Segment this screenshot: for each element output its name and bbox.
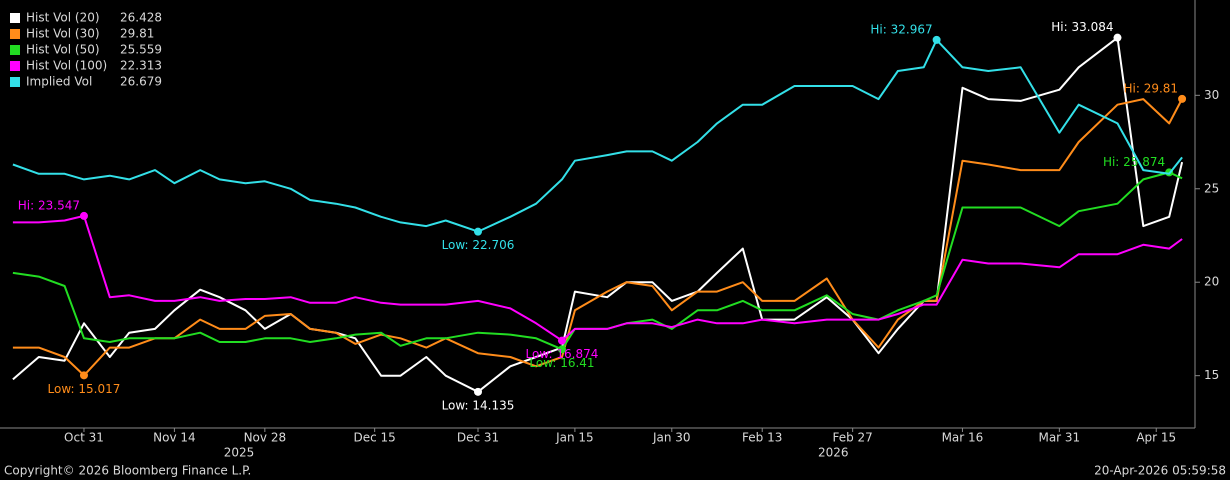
x-tick-label: Dec 31 [457, 431, 499, 445]
legend-name: Hist Vol (30) [26, 27, 100, 41]
legend-value: 26.679 [120, 75, 162, 89]
extreme-marker [557, 336, 566, 345]
legend-value: 22.313 [120, 59, 162, 73]
footer-right: 20-Apr-2026 05:59:58 [1094, 464, 1226, 478]
x-tick-label: Mar 16 [942, 431, 984, 445]
legend-swatch [10, 61, 20, 71]
x-tick-label: Apr 15 [1136, 431, 1176, 445]
x-tick-label: Feb 27 [832, 431, 872, 445]
extreme-label: Hi: 29.81 [1124, 81, 1179, 95]
legend-value: 25.559 [120, 43, 162, 57]
x-tick-label: Mar 31 [1038, 431, 1080, 445]
legend-swatch [10, 13, 20, 23]
extreme-marker [79, 211, 88, 220]
legend-name: Implied Vol [26, 75, 92, 89]
y-tick-label: 30 [1204, 88, 1219, 102]
legend-swatch [10, 77, 20, 87]
x-tick-label: Feb 13 [742, 431, 782, 445]
extreme-marker [1178, 94, 1187, 103]
x-year-label: 2026 [818, 446, 849, 460]
series-line [12, 38, 1183, 233]
extreme-label: Hi: 23.547 [18, 198, 80, 212]
extreme-label: Hi: 32.967 [870, 22, 932, 36]
extreme-label: Low: 22.706 [442, 238, 515, 252]
extreme-label: Hi: 25.874 [1103, 155, 1165, 169]
extreme-marker [1113, 33, 1122, 42]
series-line [12, 98, 1183, 377]
extreme-marker [474, 387, 482, 396]
extreme-label: Low: 16.41 [529, 356, 594, 370]
x-tick-label: Jan 30 [652, 431, 691, 445]
legend-box [2, 6, 164, 92]
footer-left: Copyright© 2026 Bloomberg Finance L.P. [4, 464, 251, 478]
extreme-label: Low: 15.017 [48, 382, 121, 396]
x-tick-label: Oct 31 [64, 431, 104, 445]
x-tick-label: Nov 28 [244, 431, 287, 445]
extreme-marker [557, 345, 566, 354]
extreme-label: Hi: 33.084 [1051, 20, 1113, 34]
x-year-label: 2025 [224, 446, 255, 460]
x-tick-label: Jan 15 [555, 431, 594, 445]
legend-name: Hist Vol (50) [26, 43, 100, 57]
legend-value: 26.428 [120, 11, 162, 25]
legend-name: Hist Vol (20) [26, 11, 100, 25]
extreme-marker [79, 371, 88, 380]
x-tick-label: Dec 15 [353, 431, 395, 445]
legend-swatch [10, 29, 20, 39]
legend-value: 29.81 [120, 27, 154, 41]
y-tick-label: 20 [1204, 275, 1219, 289]
x-tick-label: Nov 14 [153, 431, 196, 445]
legend-swatch [10, 45, 20, 55]
extreme-label: Low: 16.874 [526, 347, 599, 361]
extreme-marker [932, 35, 941, 44]
series-line [12, 214, 1183, 342]
y-tick-label: 15 [1204, 368, 1219, 382]
extreme-marker [474, 227, 482, 236]
series-line [12, 36, 1184, 393]
extreme-label: Low: 14.135 [442, 398, 515, 412]
legend-name: Hist Vol (100) [26, 59, 107, 73]
y-tick-label: 25 [1204, 181, 1219, 195]
